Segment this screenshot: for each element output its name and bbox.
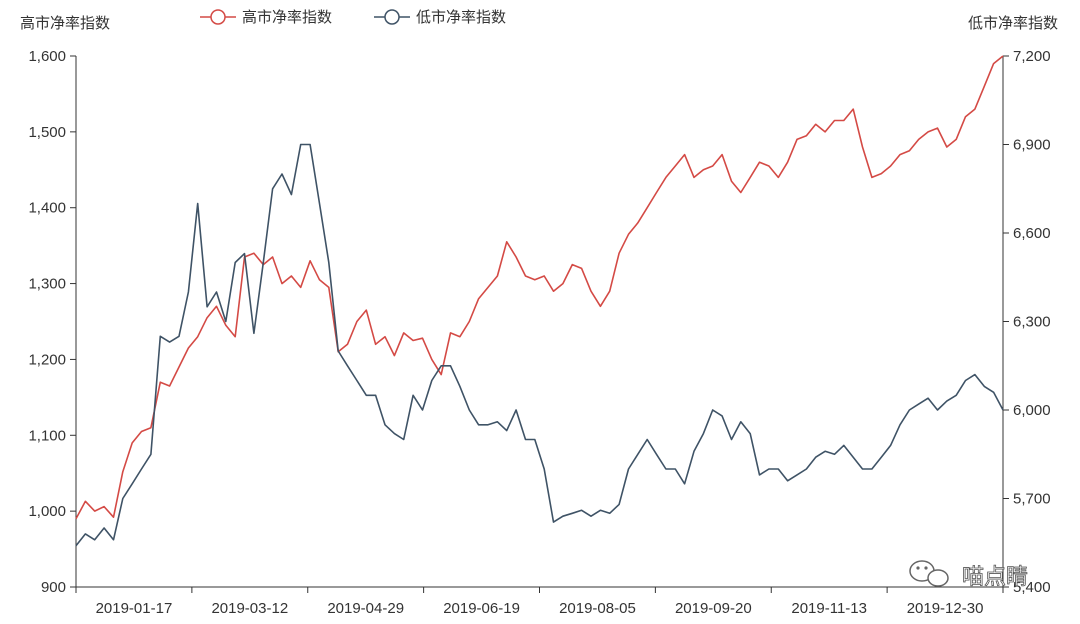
right-tick-label: 6,600: [1013, 225, 1051, 242]
legend-label-high-pb: 高市净率指数: [242, 8, 332, 26]
legend-item-low-pb[interactable]: 低市净率指数: [374, 8, 506, 26]
x-axis-ticks: 2019-01-17 2019-03-12 2019-04-29 2019-06-19…: [75, 587, 1004, 617]
series-line-high-pb: [75, 55, 1004, 520]
series-line-low-pb: [75, 143, 1004, 547]
x-tick-label: 2019-03-12: [211, 600, 288, 617]
wechat-icon: [909, 560, 949, 587]
right-axis-ticks: 5,400 5,700 6,000 6,300 6,600 6,900 7,200: [1003, 48, 1051, 596]
right-tick-label: 6,300: [1013, 314, 1051, 331]
legend-item-high-pb[interactable]: 高市净率指数: [200, 8, 332, 26]
left-tick-label: 1,500: [28, 124, 66, 141]
left-tick-label: 1,100: [28, 427, 66, 444]
watermark-text: 喵点睛: [962, 565, 1028, 590]
x-tick-label: 2019-01-17: [96, 600, 173, 617]
left-tick-label: 900: [41, 579, 66, 596]
legend: 高市净率指数 低市净率指数: [200, 8, 506, 26]
right-tick-label: 7,200: [1013, 48, 1051, 65]
left-tick-label: 1,600: [28, 48, 66, 65]
x-tick-label: 2019-06-19: [443, 600, 520, 617]
series-layer: [75, 55, 1004, 547]
right-tick-label: 6,900: [1013, 137, 1051, 154]
x-tick-label: 2019-04-29: [327, 600, 404, 617]
left-axis-ticks: 900 1,000 1,100 1,200 1,300 1,400 1,500 1,600: [28, 48, 76, 596]
right-tick-label: 5,700: [1013, 491, 1051, 508]
right-axis-title: 低市净率指数: [968, 14, 1058, 32]
left-tick-label: 1,400: [28, 200, 66, 217]
legend-marker-high-pb: [210, 9, 226, 25]
left-axis-title: 高市净率指数: [20, 14, 110, 32]
right-tick-label: 5,400: [1013, 579, 1051, 596]
x-tick-label: 2019-12-30: [907, 600, 984, 617]
legend-label-low-pb: 低市净率指数: [416, 8, 506, 26]
x-tick-label: 2019-08-05: [559, 600, 636, 617]
right-tick-label: 6,000: [1013, 402, 1051, 419]
legend-marker-low-pb: [384, 9, 400, 25]
left-tick-label: 1,200: [28, 351, 66, 368]
x-tick-label: 2019-09-20: [675, 600, 752, 617]
left-tick-label: 1,000: [28, 503, 66, 520]
watermark: 喵点睛: [909, 560, 1028, 590]
left-tick-label: 1,300: [28, 276, 66, 293]
x-tick-label: 2019-11-13: [791, 600, 867, 617]
